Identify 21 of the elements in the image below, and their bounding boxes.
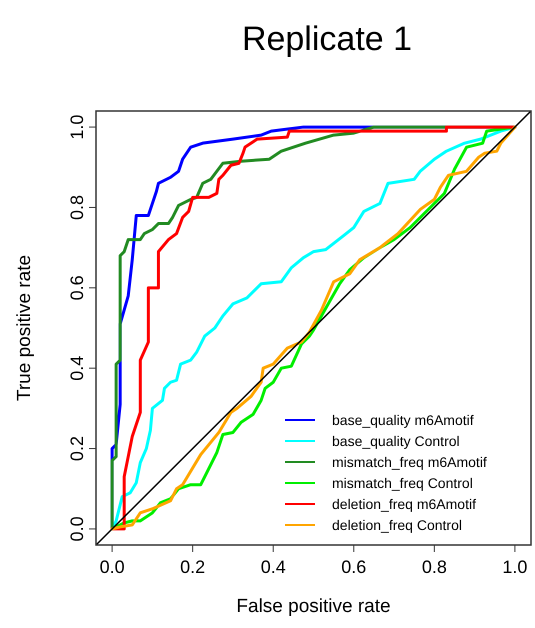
y-tick-label: 1.0 <box>67 114 87 140</box>
x-tick-label: 0.4 <box>260 557 286 577</box>
x-tick-label: 1.0 <box>502 557 528 577</box>
x-tick-label: 0.0 <box>100 557 125 577</box>
x-tick-label: 0.8 <box>422 557 447 577</box>
x-tick-label: 0.2 <box>180 557 206 577</box>
x-tick-label: 0.6 <box>341 557 366 577</box>
y-axis-title: True positive rate <box>14 254 35 402</box>
y-tick-label: 0.2 <box>67 436 87 462</box>
legend-label: base_quality m6Amotif <box>332 412 474 428</box>
y-tick-label: 0.4 <box>67 356 87 381</box>
legend-label: mismatch_freq Control <box>332 475 473 491</box>
y-tick-label: 0.8 <box>67 194 87 220</box>
y-tick-label: 0.6 <box>67 275 87 300</box>
legend-label: base_quality Control <box>332 433 460 449</box>
chart-title: Replicate 1 <box>242 20 412 58</box>
x-axis-title: False positive rate <box>236 596 391 617</box>
legend-label: mismatch_freq m6Amotif <box>332 454 487 470</box>
y-tick-label: 0.0 <box>67 516 87 542</box>
legend-label: deletion_freq m6Amotif <box>332 496 476 512</box>
legend-label: deletion_freq Control <box>332 517 462 533</box>
